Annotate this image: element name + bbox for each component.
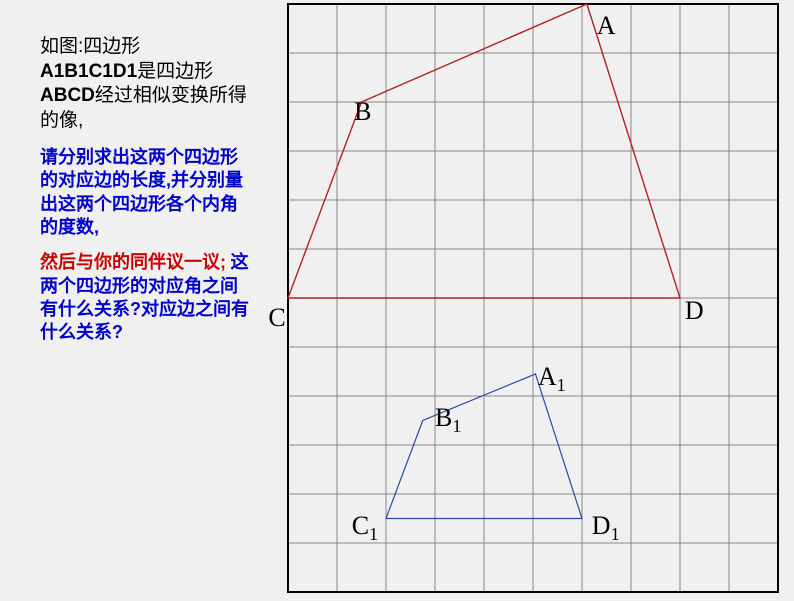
vertex-label-A: A [597, 11, 616, 41]
vertex-label-B: B [354, 97, 371, 127]
text-panel: 如图:四边形 A1B1C1D1是四边形 ABCD经过相似变换所得的像, 请分别求… [40, 35, 250, 345]
vertex-label-D1: D1 [592, 511, 620, 545]
vertex-label-C1: C1 [352, 511, 378, 545]
vertex-label-C: C [268, 303, 285, 333]
p1-bold-a: A1B1C1D1 [40, 61, 137, 82]
paragraph-2: 请分别求出这两个四边形的对应边的长度,并分别量出这两个四边形各个内角的度数, [40, 146, 250, 240]
vertex-label-D: D [685, 296, 704, 326]
diagram-container: ABCDA1B1C1D1 [276, 0, 792, 601]
p1-line1: 如图:四边形 [40, 36, 140, 57]
p1-bold-b: ABCD [40, 85, 95, 106]
p3-red: 然后与你的同伴议一议; [40, 252, 226, 272]
paragraph-3: 然后与你的同伴议一议; 这两个四边形的对应角之间有什么关系?对应边之间有什么关系… [40, 251, 250, 345]
grid-and-shapes [276, 0, 792, 596]
vertex-label-A1: A1 [538, 362, 566, 396]
vertex-label-B1: B1 [435, 403, 461, 437]
p1-line2b: 是四边形 [137, 61, 213, 82]
paragraph-1: 如图:四边形 A1B1C1D1是四边形 ABCD经过相似变换所得的像, [40, 35, 250, 134]
